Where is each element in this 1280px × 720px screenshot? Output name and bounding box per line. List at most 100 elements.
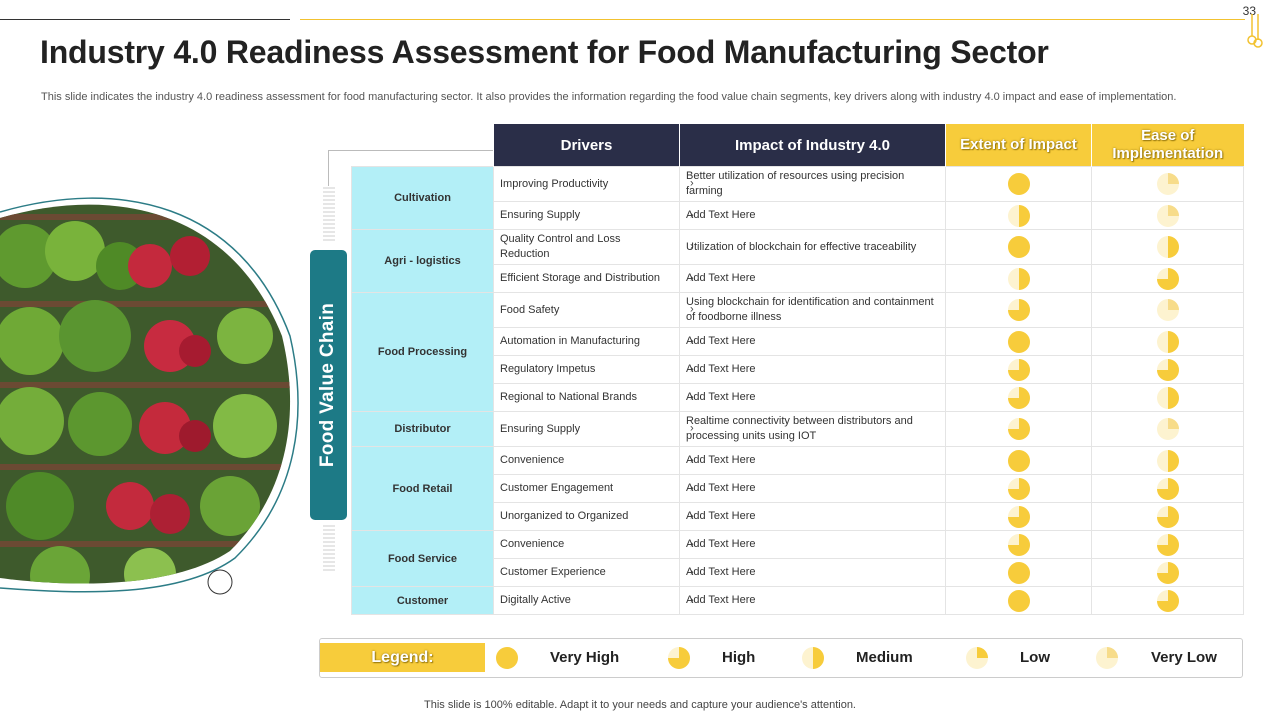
legend-very-low-label: Very Low [1151,649,1217,666]
impact-text: Better utilization of resources using pr… [686,170,905,197]
driver-cell: Customer Engagement [493,474,680,503]
header-ease: Ease of Implementation [1091,124,1244,167]
harvey-ball-very-high-icon [952,449,1085,473]
driver-cell: Ensuring Supply [493,411,680,447]
chevron-right-icon: › [690,538,694,550]
impact-cell: › Add Text Here [679,586,946,615]
extent-cell [945,292,1092,328]
harvey-ball-high-icon [1098,589,1237,613]
harvey-ball-very-low-icon [1098,298,1237,322]
harvey-ball-high-icon [952,386,1085,410]
harvey-ball-high-icon [952,298,1085,322]
table-row: Customer Digitally Active › Add Text Here [351,586,1244,615]
legend-high-icon [667,646,691,670]
ease-cell [1091,264,1244,293]
legend-very-high-label: Very High [550,649,620,666]
ease-cell [1091,474,1244,503]
chevron-right-icon: › [690,594,694,606]
chevron-right-icon: › [690,177,694,190]
table-row: Ensuring Supply › Add Text Here [352,201,1244,230]
impact-text: Add Text Here [686,363,756,375]
connector-line-vertical [328,150,329,186]
impact-cell: › Add Text Here [679,201,946,230]
impact-text: Add Text Here [686,538,756,550]
harvey-ball-high-icon [952,477,1085,501]
readiness-table: Drivers Impact of Industry 4.0 Extent of… [351,124,1244,615]
impact-cell: › Add Text Here [679,383,946,412]
extent-cell [945,201,1092,230]
table-row: Cultivation Improving Productivity › Better… [351,166,1244,230]
impact-text: Realtime connectivity between distributo… [686,415,913,442]
extent-cell [945,446,1092,475]
impact-cell: › Add Text Here [679,558,946,587]
driver-cell: Food Safety [493,292,680,328]
header-blank [352,124,494,167]
chevron-right-icon: › [690,335,694,347]
segment-cell: Food Processing [351,292,494,412]
extent-cell [945,558,1092,587]
extent-cell [945,530,1092,559]
impact-text: Add Text Here [686,594,756,606]
impact-text: Add Text Here [686,391,756,403]
extent-cell [945,327,1092,356]
extent-cell [945,586,1092,615]
legend-high-label: High [722,649,756,666]
harvey-ball-medium-icon [1098,235,1237,259]
top-rule-right [300,19,1245,20]
legend-very-low-icon [1095,646,1119,670]
table-row: Unorganized to Organized › Add Text Here [352,502,1244,531]
ease-cell [1091,292,1244,328]
chevron-right-icon: › [690,482,694,494]
harvey-ball-very-high-icon [952,330,1085,354]
extent-cell [945,264,1092,293]
driver-cell: Customer Experience [493,558,680,587]
ease-cell [1091,586,1244,615]
impact-text: Utilization of blockchain for effective … [686,240,917,253]
food-value-chain-label: Food Value Chain [317,302,339,468]
extent-cell [945,229,1092,265]
harvey-ball-high-icon [1098,505,1237,529]
legend-low-label: Low [1020,649,1050,666]
table-row: Food Processing Food Safety › Using blockch… [351,292,1244,412]
harvey-ball-medium-icon [952,204,1085,228]
chevron-right-icon: › [690,240,694,253]
extent-cell [945,474,1092,503]
harvey-ball-high-icon [1098,267,1237,291]
harvey-ball-medium-icon [1098,386,1237,410]
harvey-ball-very-high-icon [952,235,1085,259]
driver-cell: Quality Control and Loss Reduction [493,229,680,265]
ease-cell [1091,411,1244,447]
header-extent: Extent of Impact [945,124,1092,167]
table-row: Food Service Convenience › Add Text Here [351,530,1244,587]
segment-cell: Distributor [351,411,494,447]
impact-cell: › Add Text Here [679,474,946,503]
harvey-ball-very-low-icon [1098,204,1237,228]
impact-text: Add Text Here [686,454,756,466]
chevron-right-icon: › [690,272,694,284]
harvey-ball-high-icon [952,505,1085,529]
chevron-right-icon: › [690,510,694,522]
chevron-right-icon: › [690,209,694,221]
ease-cell [1091,201,1244,230]
harvey-ball-very-high-icon [952,589,1085,613]
ease-cell [1091,383,1244,412]
hanger-icon [1247,14,1263,48]
header-drivers: Drivers [493,124,680,167]
extent-cell [945,383,1092,412]
driver-cell: Digitally Active [493,586,680,615]
chevron-right-icon: › [690,391,694,403]
segment-cell: Food Retail [351,446,494,531]
harvey-ball-very-low-icon [1098,417,1237,441]
page-subtitle: This slide indicates the industry 4.0 re… [41,91,1177,103]
header-impact: Impact of Industry 4.0 [679,124,946,167]
connector-line [328,150,494,151]
harvey-ball-high-icon [952,417,1085,441]
segment-cell: Food Service [351,530,494,587]
legend-medium-label: Medium [856,649,913,666]
table-row: Customer Experience › Add Text Here [352,558,1244,587]
driver-cell: Ensuring Supply [493,201,680,230]
table-header-row: Drivers Impact of Industry 4.0 Extent of… [352,124,1244,167]
food-value-chain-bar [310,250,347,520]
segment-cell: Customer [351,586,494,615]
harvey-ball-high-icon [952,533,1085,557]
